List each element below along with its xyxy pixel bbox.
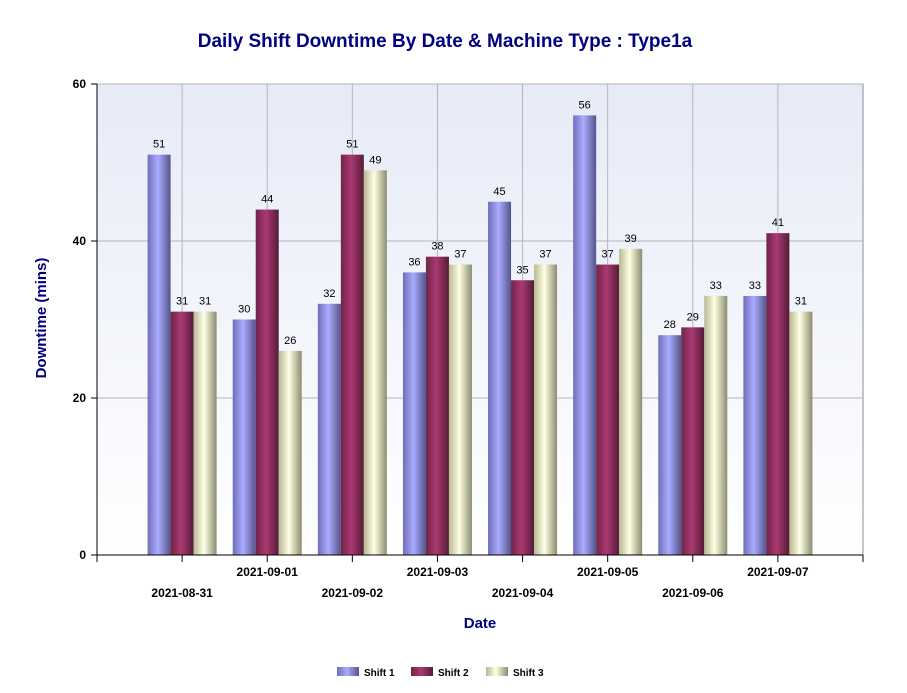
data-labels: 51 31 31 30 44 26 32 51 49 36 38 37 45 35 37 56 37 39 28 29…	[153, 99, 807, 347]
chart-title: Daily Shift Downtime By Date & Machine T…	[198, 31, 693, 52]
bar	[658, 335, 682, 555]
data-label: 31	[176, 296, 188, 308]
legend-label: Shift 2	[438, 668, 469, 679]
legend-swatch	[411, 667, 433, 676]
bar	[743, 295, 767, 555]
y-tick-label: 0	[79, 548, 86, 562]
data-label: 31	[199, 296, 211, 308]
data-label: 45	[493, 186, 505, 198]
bar	[402, 272, 426, 555]
y-tick-label: 20	[73, 391, 87, 405]
data-label: 37	[539, 249, 551, 261]
bar	[340, 154, 364, 555]
data-label: 39	[625, 233, 637, 245]
x-tick-label: 2021-09-04	[492, 586, 554, 600]
y-tick-label: 60	[73, 77, 87, 91]
bar	[448, 264, 472, 555]
bar	[255, 209, 279, 555]
legend-label: Shift 1	[364, 668, 395, 679]
bar	[147, 154, 171, 555]
legend-swatch	[486, 667, 508, 676]
x-axis-title: Date	[464, 615, 497, 632]
data-label: 37	[602, 249, 614, 261]
y-tick-label: 40	[73, 234, 87, 248]
axes: 0 20 40 60 2021-08-31 2021-09-01 2021-09-02 202…	[73, 77, 864, 600]
bar	[193, 311, 217, 555]
data-label: 29	[687, 311, 699, 323]
legend-label: Shift 3	[513, 668, 544, 679]
bar	[425, 256, 449, 555]
data-label: 33	[749, 280, 761, 292]
bar	[596, 264, 620, 555]
x-tick-label: 2021-09-03	[407, 565, 469, 579]
y-axis-title: Downtime (mins)	[33, 258, 50, 379]
data-label: 30	[238, 304, 250, 316]
bar	[317, 303, 341, 555]
data-label: 38	[431, 241, 443, 253]
legend-swatch	[337, 667, 359, 676]
data-label: 51	[153, 139, 165, 151]
data-label: 32	[323, 288, 335, 300]
bar	[363, 170, 387, 555]
bars	[147, 115, 813, 556]
bar	[766, 233, 790, 555]
bar	[170, 311, 194, 555]
bar	[278, 350, 302, 555]
data-label: 51	[346, 139, 358, 151]
x-tick-label: 2021-09-02	[322, 586, 384, 600]
bar	[511, 280, 535, 555]
x-tick-label: 2021-09-06	[662, 586, 724, 600]
bar	[789, 311, 813, 555]
x-tick-label: 2021-09-01	[237, 565, 299, 579]
bar	[534, 264, 558, 555]
bar	[488, 201, 512, 555]
bar	[619, 248, 643, 555]
data-label: 28	[664, 319, 676, 331]
data-label: 41	[772, 217, 784, 229]
data-label: 49	[369, 154, 381, 166]
data-label: 56	[579, 99, 591, 111]
bar	[232, 319, 256, 555]
data-label: 36	[408, 256, 420, 268]
legend: Shift 1 Shift 2 Shift 3	[337, 667, 544, 679]
data-label: 44	[261, 194, 273, 206]
data-label: 33	[710, 280, 722, 292]
data-label: 35	[516, 264, 528, 276]
bar	[704, 295, 728, 555]
data-label: 37	[454, 249, 466, 261]
x-tick-label: 2021-09-05	[577, 565, 639, 579]
data-label: 31	[795, 296, 807, 308]
data-label: 26	[284, 335, 296, 347]
bar	[573, 115, 597, 556]
x-tick-label: 2021-09-07	[747, 565, 809, 579]
x-tick-label: 2021-08-31	[151, 586, 213, 600]
bar	[681, 327, 705, 555]
plot-area	[96, 83, 864, 556]
